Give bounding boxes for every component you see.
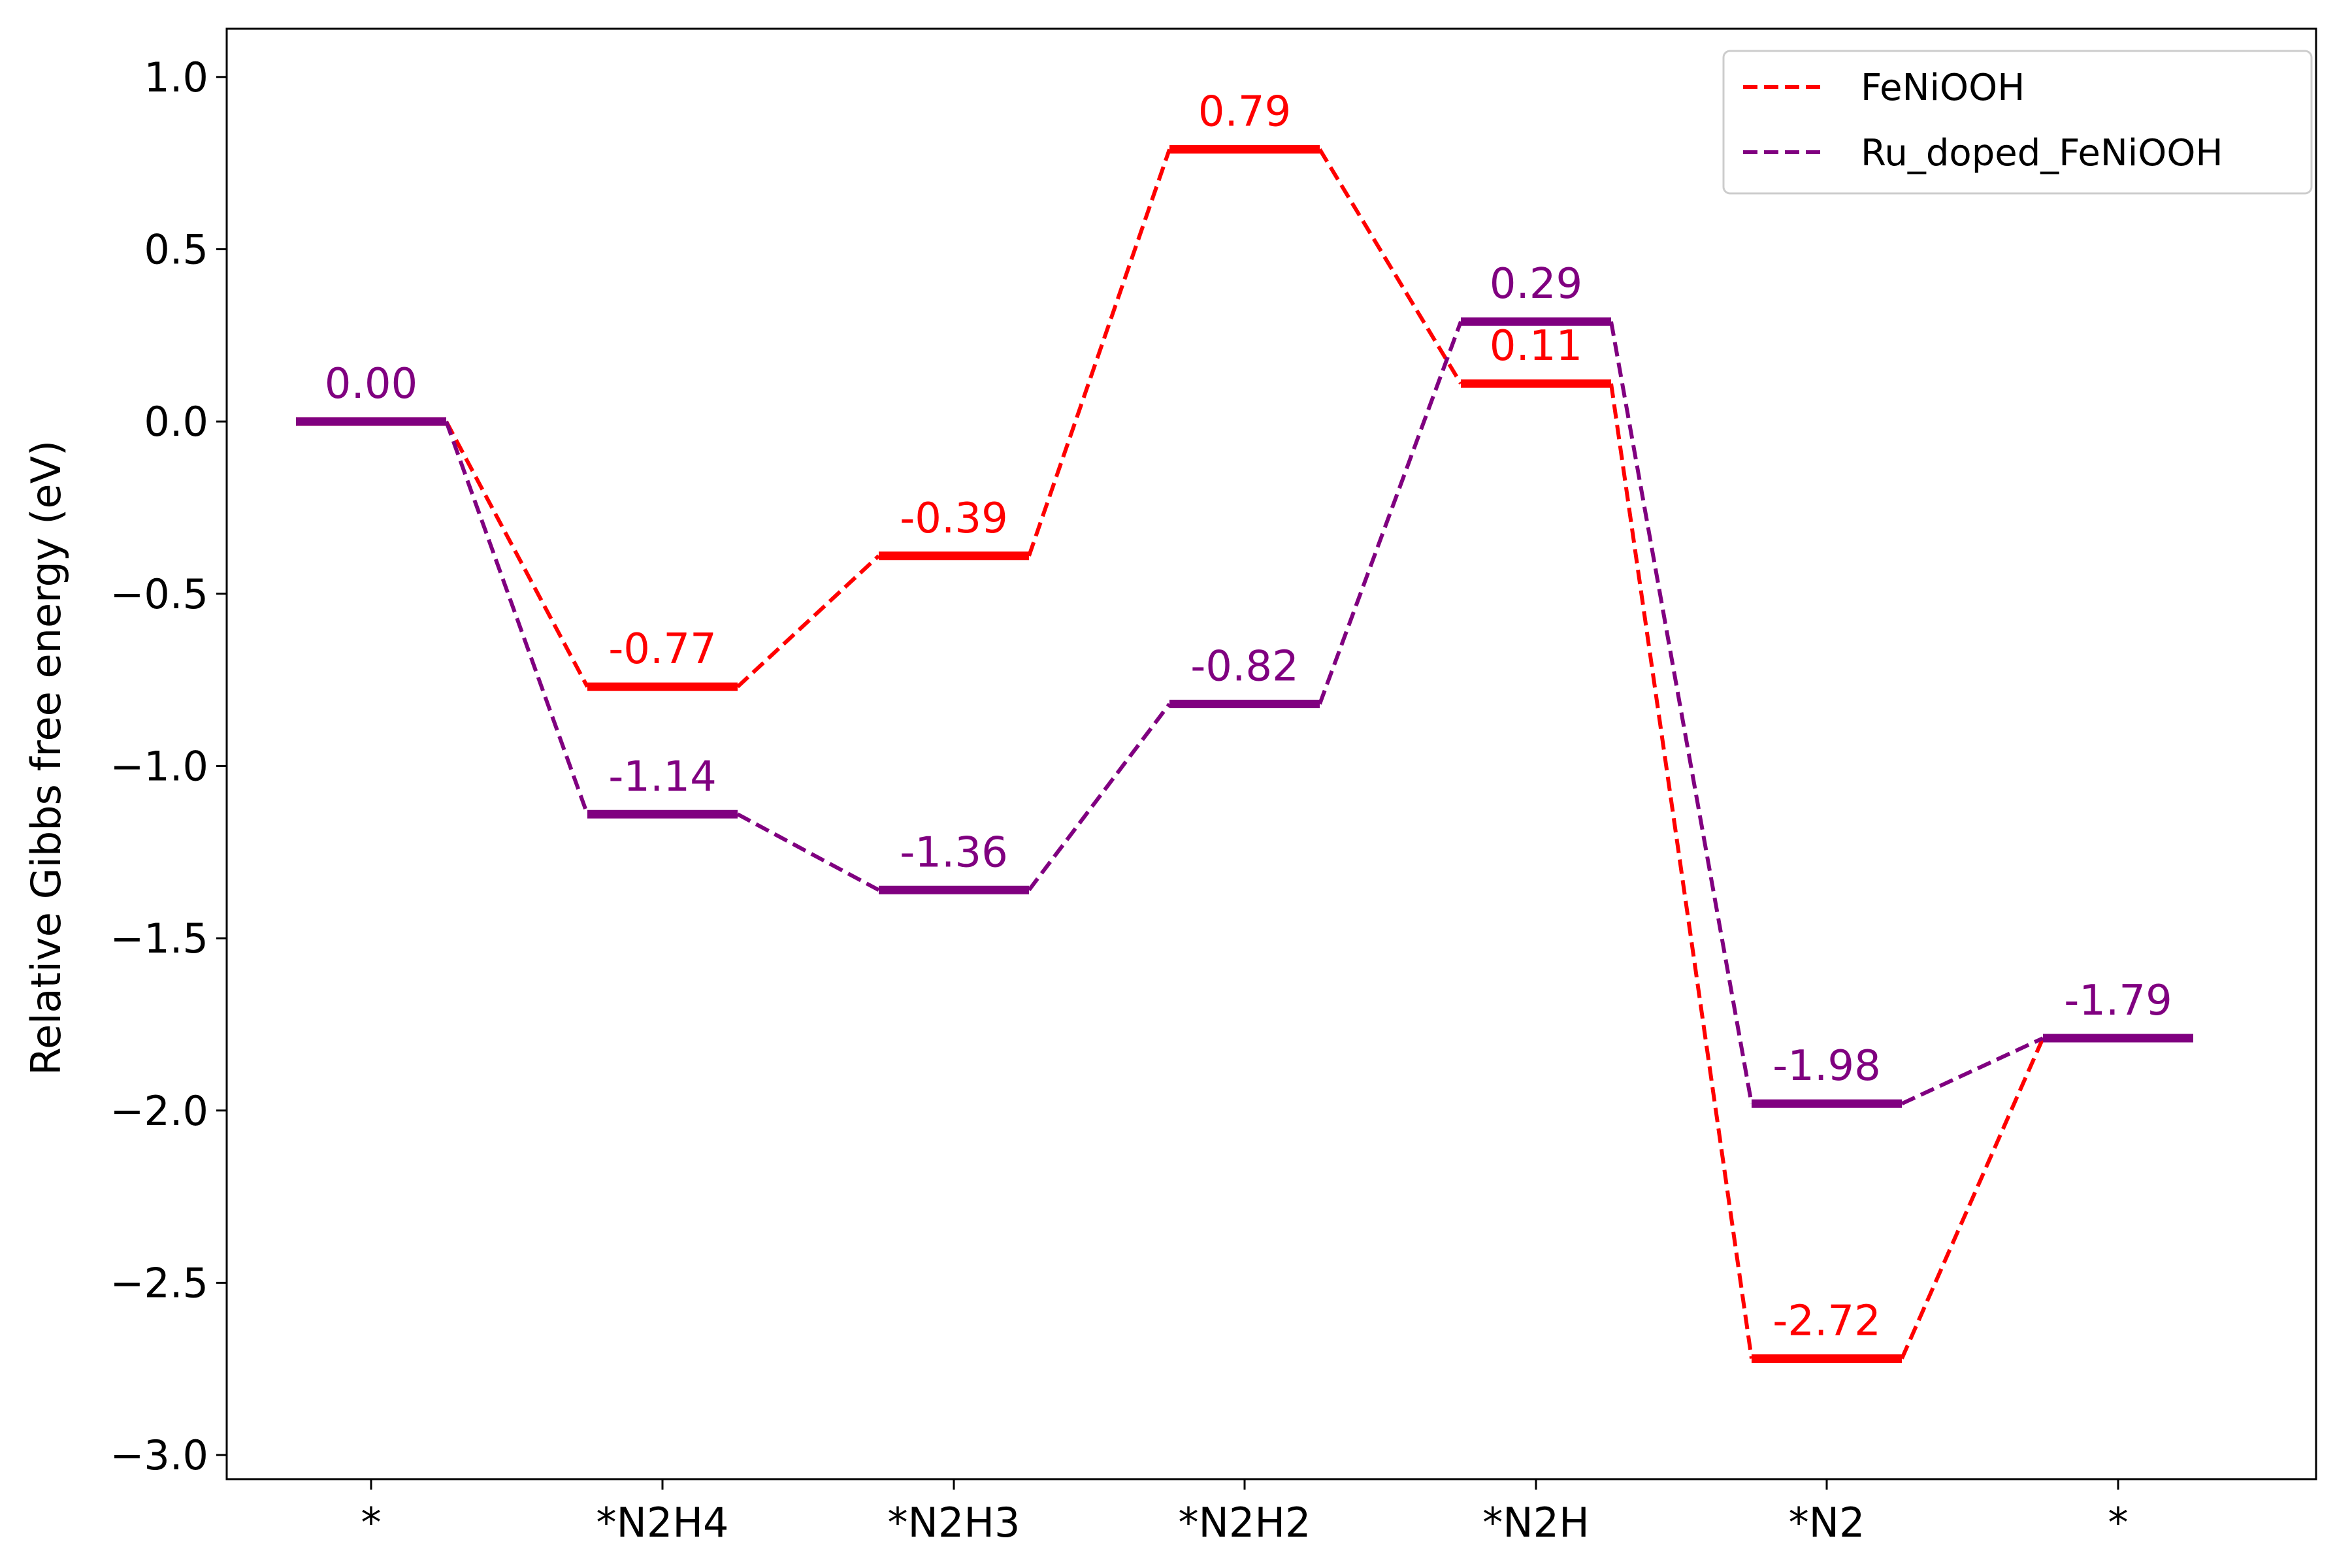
- connector-line: [1900, 1037, 2045, 1360]
- value-label: -0.82: [1190, 643, 1299, 691]
- value-label: 0.00: [325, 360, 418, 408]
- connector-line: [1901, 1036, 2044, 1105]
- legend-label: Ru_doped_FeNiOOH: [1861, 132, 2223, 174]
- connector-line: [444, 421, 589, 815]
- value-labels: -0.77 -0.39 0.79 0.11 -2.72 0.00 -1.14 -1.36 -0.…: [325, 88, 2172, 1346]
- x-tick-label: *: [2108, 1499, 2129, 1546]
- value-label: -0.77: [608, 625, 717, 674]
- y-axis-label: Relative Gibbs free energy (eV): [22, 440, 70, 1075]
- value-label: -1.36: [900, 828, 1008, 877]
- y-tick-label: 0.0: [144, 398, 208, 446]
- connector-line: [1609, 383, 1754, 1359]
- plot-frame: [225, 27, 2317, 1480]
- axes: 1.0 0.5 0.0 −0.5 −1.0 −1.5 −2.0 −2.5 −3.0 * *N2H4 *…: [110, 54, 2128, 1546]
- y-tick-label: 0.5: [144, 225, 208, 273]
- x-tick-label: *N2H: [1482, 1499, 1589, 1546]
- y-tick-label: 1.0: [144, 54, 208, 101]
- value-label: 0.29: [1490, 260, 1583, 308]
- connector-line: [736, 554, 881, 689]
- y-tick-label: −2.5: [110, 1259, 208, 1307]
- x-tick-label: *N2: [1789, 1499, 1865, 1546]
- value-label: -1.98: [1772, 1042, 1881, 1090]
- value-label: 0.11: [1490, 322, 1583, 370]
- value-label: -2.72: [1772, 1297, 1881, 1345]
- y-tick-label: −1.0: [110, 742, 208, 790]
- y-tick-label: −3.0: [110, 1431, 208, 1479]
- x-tick-label: *N2H2: [1179, 1499, 1311, 1546]
- connector-line: [1318, 321, 1463, 705]
- value-label: 0.79: [1198, 88, 1292, 137]
- y-tick-label: −1.5: [110, 915, 208, 962]
- legend-box: [1722, 50, 2313, 195]
- energy-levels: [296, 145, 2193, 1363]
- x-tick-label: *N2H3: [888, 1499, 1021, 1546]
- y-tick-label: −0.5: [110, 570, 208, 618]
- plot-area: [225, 27, 2317, 1480]
- series-connectors: [444, 148, 2045, 1360]
- connector-line: [1609, 321, 1754, 1104]
- legend-label: FeNiOOH: [1861, 67, 2025, 109]
- connector-line: [1318, 148, 1463, 385]
- connector-line: [1027, 702, 1171, 892]
- value-label: -1.79: [2064, 977, 2172, 1025]
- connector-line: [1027, 148, 1171, 557]
- value-label: -0.39: [900, 495, 1008, 543]
- connector-line: [444, 420, 589, 688]
- legend: FeNiOOH Ru_doped_FeNiOOH: [1722, 50, 2313, 195]
- y-tick-label: −2.0: [110, 1087, 208, 1135]
- value-label: -1.14: [608, 753, 717, 801]
- x-tick-label: *N2H4: [596, 1499, 729, 1546]
- connector-line: [736, 812, 880, 892]
- x-tick-label: *: [361, 1499, 382, 1546]
